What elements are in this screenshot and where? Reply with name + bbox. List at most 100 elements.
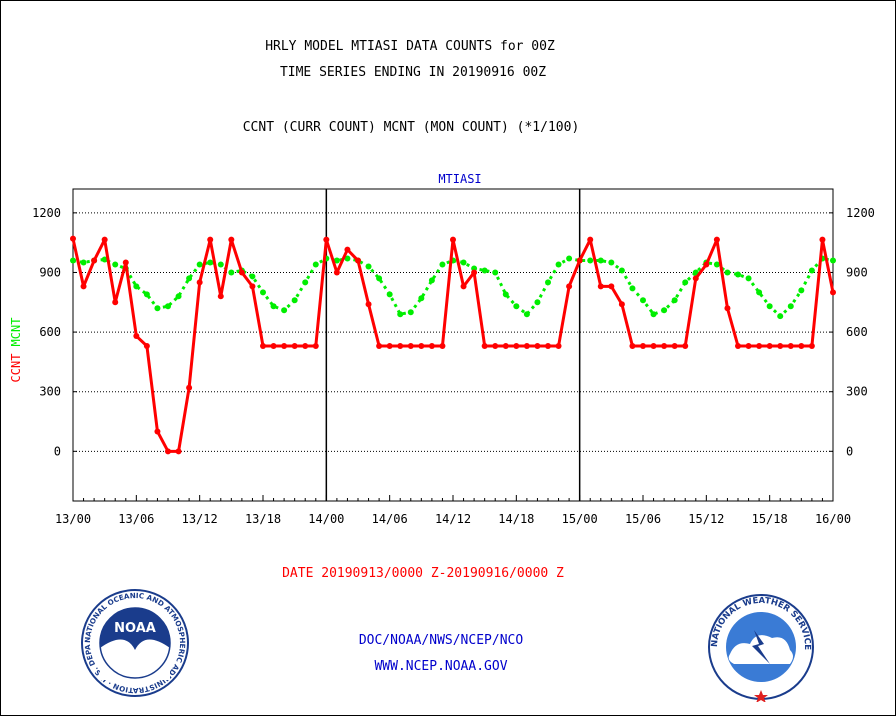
data-point-ccnt	[450, 236, 456, 243]
data-point-mcnt	[555, 261, 562, 268]
data-point-ccnt	[545, 342, 551, 349]
x-tick-label: 15/06	[625, 512, 661, 526]
data-point-ccnt	[471, 269, 478, 276]
data-point-mcnt	[460, 259, 467, 266]
y-tick-label-right: 0	[846, 444, 853, 458]
data-point-ccnt	[333, 269, 340, 276]
data-point-mcnt	[534, 299, 541, 306]
y-tick-label-right: 600	[846, 325, 868, 339]
data-point-ccnt	[165, 448, 171, 455]
data-point-mcnt	[502, 291, 509, 298]
data-point-mcnt	[724, 269, 731, 276]
data-point-mcnt	[798, 287, 805, 294]
y-tick-label-left: 300	[39, 385, 61, 399]
data-point-mcnt	[165, 303, 171, 310]
x-tick-label: 15/18	[752, 512, 788, 526]
data-point-mcnt	[756, 289, 763, 296]
y-tick-label-right: 300	[846, 385, 868, 399]
data-point-ccnt	[376, 342, 383, 349]
data-point-ccnt	[80, 283, 87, 290]
data-point-mcnt	[333, 257, 340, 264]
data-point-mcnt	[376, 275, 383, 282]
data-point-ccnt	[186, 384, 193, 391]
org-footer-line[interactable]: DOC/NOAA/NWS/NCEP/NCO	[358, 633, 524, 648]
data-point-ccnt	[766, 342, 773, 349]
y-tick-label-right: 1200	[846, 206, 875, 220]
x-tick-label: 14/06	[372, 512, 408, 526]
data-point-mcnt	[291, 297, 298, 304]
data-point-ccnt	[819, 236, 826, 243]
y-tick-label-left: 1200	[32, 206, 61, 220]
data-point-ccnt	[724, 305, 731, 312]
data-point-mcnt	[481, 267, 488, 274]
data-point-ccnt	[228, 236, 235, 243]
y-axis-label-ccnt: CCNT	[9, 354, 23, 383]
data-point-mcnt	[692, 269, 699, 276]
data-point-ccnt	[281, 342, 288, 349]
data-point-ccnt	[207, 236, 214, 243]
chart-title-line2: TIME SERIES ENDING IN 20190916 00Z	[279, 65, 547, 80]
data-point-ccnt	[302, 342, 309, 349]
data-point-mcnt	[112, 261, 119, 268]
data-point-mcnt	[661, 307, 668, 314]
data-point-mcnt	[640, 297, 646, 304]
data-point-ccnt	[344, 246, 351, 253]
data-point-mcnt	[249, 273, 256, 280]
data-point-mcnt	[513, 303, 520, 310]
data-point-ccnt	[323, 236, 330, 243]
data-point-mcnt	[312, 261, 319, 268]
data-point-mcnt	[133, 283, 140, 290]
data-point-mcnt	[682, 279, 689, 286]
y-tick-label-left: 0	[54, 444, 61, 458]
data-point-ccnt	[671, 342, 678, 349]
data-point-mcnt	[735, 271, 741, 278]
data-point-ccnt	[798, 342, 805, 349]
chart-subtitle: CCNT (CURR COUNT) MCNT (MON COUNT) (*1/1…	[242, 120, 580, 135]
data-point-ccnt	[407, 342, 414, 349]
x-tick-label: 14/18	[498, 512, 534, 526]
panel-title: MTIASI	[438, 172, 481, 186]
data-point-mcnt	[671, 297, 678, 304]
x-tick-label: 13/06	[118, 512, 154, 526]
data-point-ccnt	[534, 342, 541, 349]
data-point-ccnt	[808, 342, 815, 349]
data-point-ccnt	[460, 283, 467, 290]
data-point-mcnt	[745, 275, 752, 282]
data-point-mcnt	[523, 311, 530, 318]
data-point-ccnt	[492, 342, 499, 349]
data-point-ccnt	[249, 283, 256, 290]
date-range-label: DATE 20190913/0000 Z-20190916/0000 Z	[282, 566, 564, 581]
data-point-mcnt	[228, 269, 235, 276]
data-point-mcnt	[777, 313, 784, 320]
x-tick-label: 13/12	[182, 512, 218, 526]
data-point-ccnt	[101, 236, 108, 243]
x-tick-label: 13/00	[55, 512, 91, 526]
nws-logo: NATIONAL WEATHER SERVICE	[708, 594, 814, 702]
data-point-ccnt	[70, 235, 76, 242]
y-tick-label-left: 600	[39, 325, 61, 339]
data-point-mcnt	[407, 309, 414, 316]
svg-text:NOAA: NOAA	[114, 621, 156, 636]
data-point-ccnt	[661, 342, 668, 349]
data-point-ccnt	[566, 283, 573, 290]
data-point-ccnt	[122, 259, 129, 266]
url-footer-line[interactable]: WWW.NCEP.NOAA.GOV	[374, 659, 508, 674]
data-point-ccnt	[682, 342, 689, 349]
y-axis-label-mcnt: MCNT	[9, 318, 23, 347]
x-tick-label: 16/00	[815, 512, 851, 526]
data-point-mcnt	[175, 293, 182, 300]
data-point-ccnt	[555, 342, 562, 349]
data-point-mcnt	[439, 261, 446, 268]
data-point-ccnt	[745, 342, 752, 349]
x-tick-label: 14/12	[435, 512, 471, 526]
data-point-mcnt	[101, 256, 108, 263]
data-point-mcnt	[365, 263, 372, 270]
data-point-ccnt	[629, 342, 636, 349]
data-point-mcnt	[713, 261, 720, 268]
data-point-ccnt	[640, 342, 646, 349]
data-point-ccnt	[112, 299, 119, 306]
data-point-mcnt	[830, 257, 836, 264]
data-point-ccnt	[439, 342, 446, 349]
data-point-ccnt	[502, 342, 509, 349]
